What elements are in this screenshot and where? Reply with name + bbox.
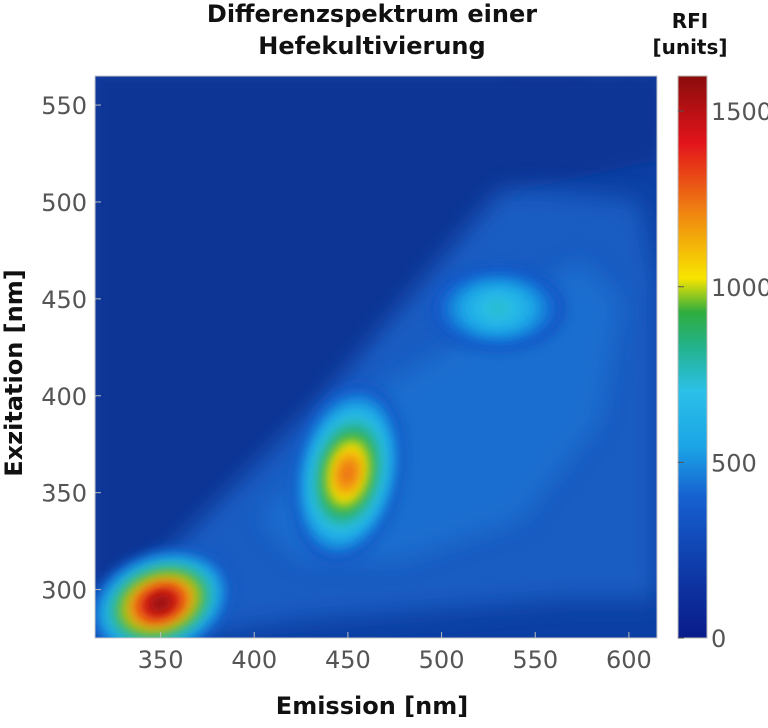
y-tick-label: 300 [41, 577, 87, 605]
x-axis-label: Emission [nm] [276, 692, 468, 720]
plot-area [95, 76, 657, 638]
y-axis-label: Exzitation [nm] [0, 269, 28, 476]
x-tick-label: 350 [138, 646, 184, 674]
x-tick-label: 600 [606, 646, 652, 674]
peak-level [149, 594, 172, 612]
x-tick-label: 550 [512, 646, 558, 674]
y-tick-label: 350 [41, 480, 87, 508]
x-tick-label: 500 [419, 646, 465, 674]
peak-level [339, 459, 357, 487]
y-tick-label: 450 [41, 286, 87, 314]
colorbar-title-line-1: RFI [672, 9, 709, 33]
peak-level [487, 302, 508, 315]
colorbar-tick-label: 1000 [711, 274, 768, 302]
colorbar-tick-label: 1500 [711, 98, 768, 126]
x-tick-label: 400 [231, 646, 277, 674]
colorbar-tick-label: 0 [711, 625, 726, 653]
y-tick-label: 550 [41, 92, 87, 120]
colorbar [677, 75, 708, 639]
y-tick-label: 500 [41, 189, 87, 217]
chart-title-line-2: Hefekultivierung [258, 32, 485, 60]
colorbar-title-line-2: [units] [652, 35, 727, 59]
peak-1 [95, 547, 234, 638]
peak-3 [429, 266, 566, 351]
peak-2 [290, 382, 405, 564]
plot-frame [94, 75, 658, 639]
y-tick-label: 400 [41, 383, 87, 411]
colorbar-tick-label: 500 [711, 449, 757, 477]
chart-title-line-1: Differenzspektrum einer [207, 0, 537, 28]
x-tick-label: 450 [325, 646, 371, 674]
